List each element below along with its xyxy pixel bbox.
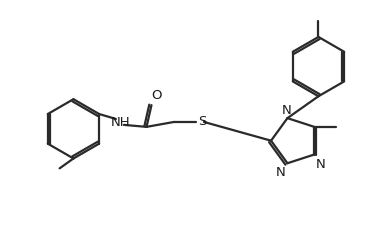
Text: N: N (276, 165, 286, 178)
Text: O: O (151, 89, 162, 102)
Text: N: N (316, 157, 326, 170)
Text: N: N (281, 104, 291, 117)
Text: S: S (198, 115, 206, 128)
Text: NH: NH (111, 116, 131, 129)
